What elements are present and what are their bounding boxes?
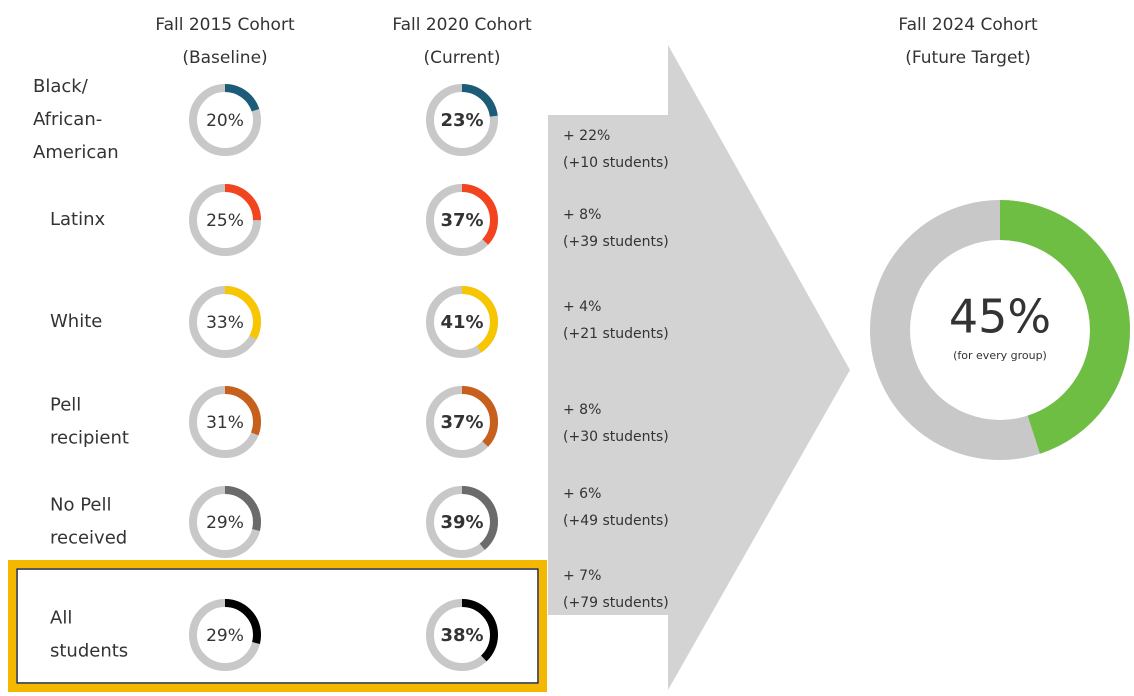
row-label: recipient bbox=[50, 428, 129, 449]
row-label: students bbox=[50, 641, 128, 662]
arrow bbox=[548, 45, 850, 690]
donut-arc bbox=[426, 386, 498, 458]
row-label: American bbox=[33, 142, 119, 163]
row-label: received bbox=[50, 528, 127, 549]
change-percent: + 8% bbox=[563, 402, 601, 418]
change-students: (+49 students) bbox=[563, 513, 669, 529]
donut-arc bbox=[426, 184, 498, 256]
donut-arc bbox=[426, 286, 498, 358]
column-header: (Future Target) bbox=[905, 48, 1030, 68]
row-label: Latinx bbox=[50, 209, 106, 230]
change-percent: + 22% bbox=[563, 128, 610, 144]
current-value: 23% bbox=[440, 110, 483, 131]
column-header: Fall 2024 Cohort bbox=[898, 15, 1038, 35]
current-value: 41% bbox=[440, 312, 483, 333]
row-label: African- bbox=[33, 109, 102, 130]
change-percent: + 4% bbox=[563, 299, 601, 315]
change-percent: + 7% bbox=[563, 568, 601, 584]
column-header: Fall 2015 Cohort bbox=[155, 15, 295, 35]
baseline-value: 33% bbox=[206, 313, 244, 333]
baseline-value: 20% bbox=[206, 111, 244, 131]
donut-arc bbox=[189, 486, 261, 558]
donut-arc bbox=[189, 599, 261, 671]
change-students: (+10 students) bbox=[563, 155, 669, 171]
change-students: (+39 students) bbox=[563, 234, 669, 250]
donut-arc bbox=[189, 84, 261, 156]
donut-arc bbox=[426, 486, 498, 558]
row-label: All bbox=[50, 608, 72, 629]
baseline-value: 29% bbox=[206, 626, 244, 646]
change-percent: + 8% bbox=[563, 207, 601, 223]
target-note: (for every group) bbox=[953, 349, 1047, 362]
baseline-value: 25% bbox=[206, 211, 244, 231]
baseline-value: 29% bbox=[206, 513, 244, 533]
column-header: Fall 2020 Cohort bbox=[392, 15, 532, 35]
column-header: (Current) bbox=[423, 48, 500, 68]
highlight-box bbox=[8, 560, 547, 692]
row-label: Pell bbox=[50, 395, 81, 416]
current-value: 39% bbox=[440, 512, 483, 533]
current-value: 37% bbox=[440, 412, 483, 433]
column-header: (Baseline) bbox=[182, 48, 267, 68]
donut-arc bbox=[870, 200, 1130, 460]
donut-arc bbox=[426, 84, 498, 156]
donut-arc bbox=[189, 286, 261, 358]
current-value: 37% bbox=[440, 210, 483, 231]
donut-arc bbox=[189, 386, 261, 458]
row-label: White bbox=[50, 311, 102, 332]
change-students: (+30 students) bbox=[563, 429, 669, 445]
change-students: (+79 students) bbox=[563, 595, 669, 611]
row-label: Black/ bbox=[33, 76, 89, 97]
baseline-value: 31% bbox=[206, 413, 244, 433]
highlight-box-inner bbox=[16, 568, 539, 684]
change-percent: + 6% bbox=[563, 486, 601, 502]
current-value: 38% bbox=[440, 625, 483, 646]
target-value: 45% bbox=[949, 290, 1051, 344]
donut-arc bbox=[189, 184, 261, 256]
row-label: No Pell bbox=[50, 495, 112, 516]
donut-arc bbox=[426, 599, 498, 671]
change-students: (+21 students) bbox=[563, 326, 669, 342]
